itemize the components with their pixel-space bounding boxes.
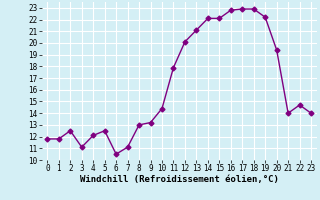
- X-axis label: Windchill (Refroidissement éolien,°C): Windchill (Refroidissement éolien,°C): [80, 175, 279, 184]
